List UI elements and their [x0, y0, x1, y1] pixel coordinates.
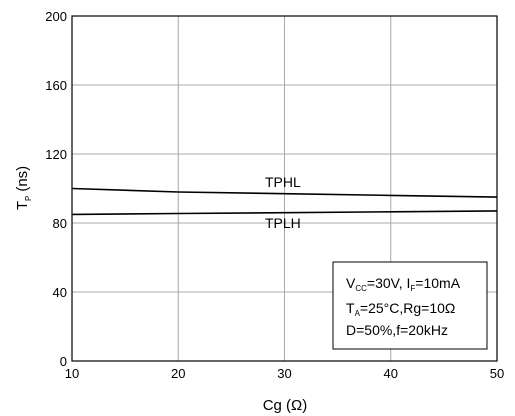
y-tick-label-80: 80	[53, 216, 67, 231]
y-tick-label-0: 0	[60, 354, 67, 369]
y-axis-label-sub: P	[24, 196, 33, 201]
series-label-tplh: TPLH	[265, 215, 301, 231]
series-line-tphl	[71, 187, 498, 198]
x-tick-label-50: 50	[490, 366, 504, 381]
x-tick-label-20: 20	[171, 366, 185, 381]
y-tick-label-120: 120	[45, 147, 67, 162]
plot-frame	[71, 15, 498, 362]
series-line-tplh	[71, 210, 498, 216]
y-tick-label-160: 160	[45, 78, 67, 93]
series-lines	[71, 187, 498, 216]
y-tick-label-200: 200	[45, 9, 67, 24]
series-label-tphl: TPHL	[265, 174, 301, 190]
y-axis-label: TP (ns)	[14, 166, 33, 210]
conditions-legend: VCC=30V, IF=10mA TA=25°C,Rg=10Ω D=50%,f=…	[332, 261, 488, 350]
conditions-box	[332, 261, 488, 350]
x-axis-label: Cg (Ω)	[263, 397, 308, 414]
conditions-line-1: VCC=30V, IF=10mA	[346, 275, 461, 293]
tick-labels: 10 20 30 40 50 0 40 80 120 160 200	[45, 9, 504, 381]
y-axis-label-unit: (ns)	[14, 166, 31, 192]
x-tick-label-40: 40	[384, 366, 398, 381]
y-tick-label-40: 40	[53, 285, 67, 300]
x-tick-label-30: 30	[277, 366, 291, 381]
conditions-line-2: TA=25°C,Rg=10Ω	[346, 300, 455, 318]
conditions-line-3: D=50%,f=20kHz	[346, 322, 448, 338]
x-tick-label-10: 10	[65, 366, 79, 381]
y-axis-label-main: T	[14, 201, 31, 210]
